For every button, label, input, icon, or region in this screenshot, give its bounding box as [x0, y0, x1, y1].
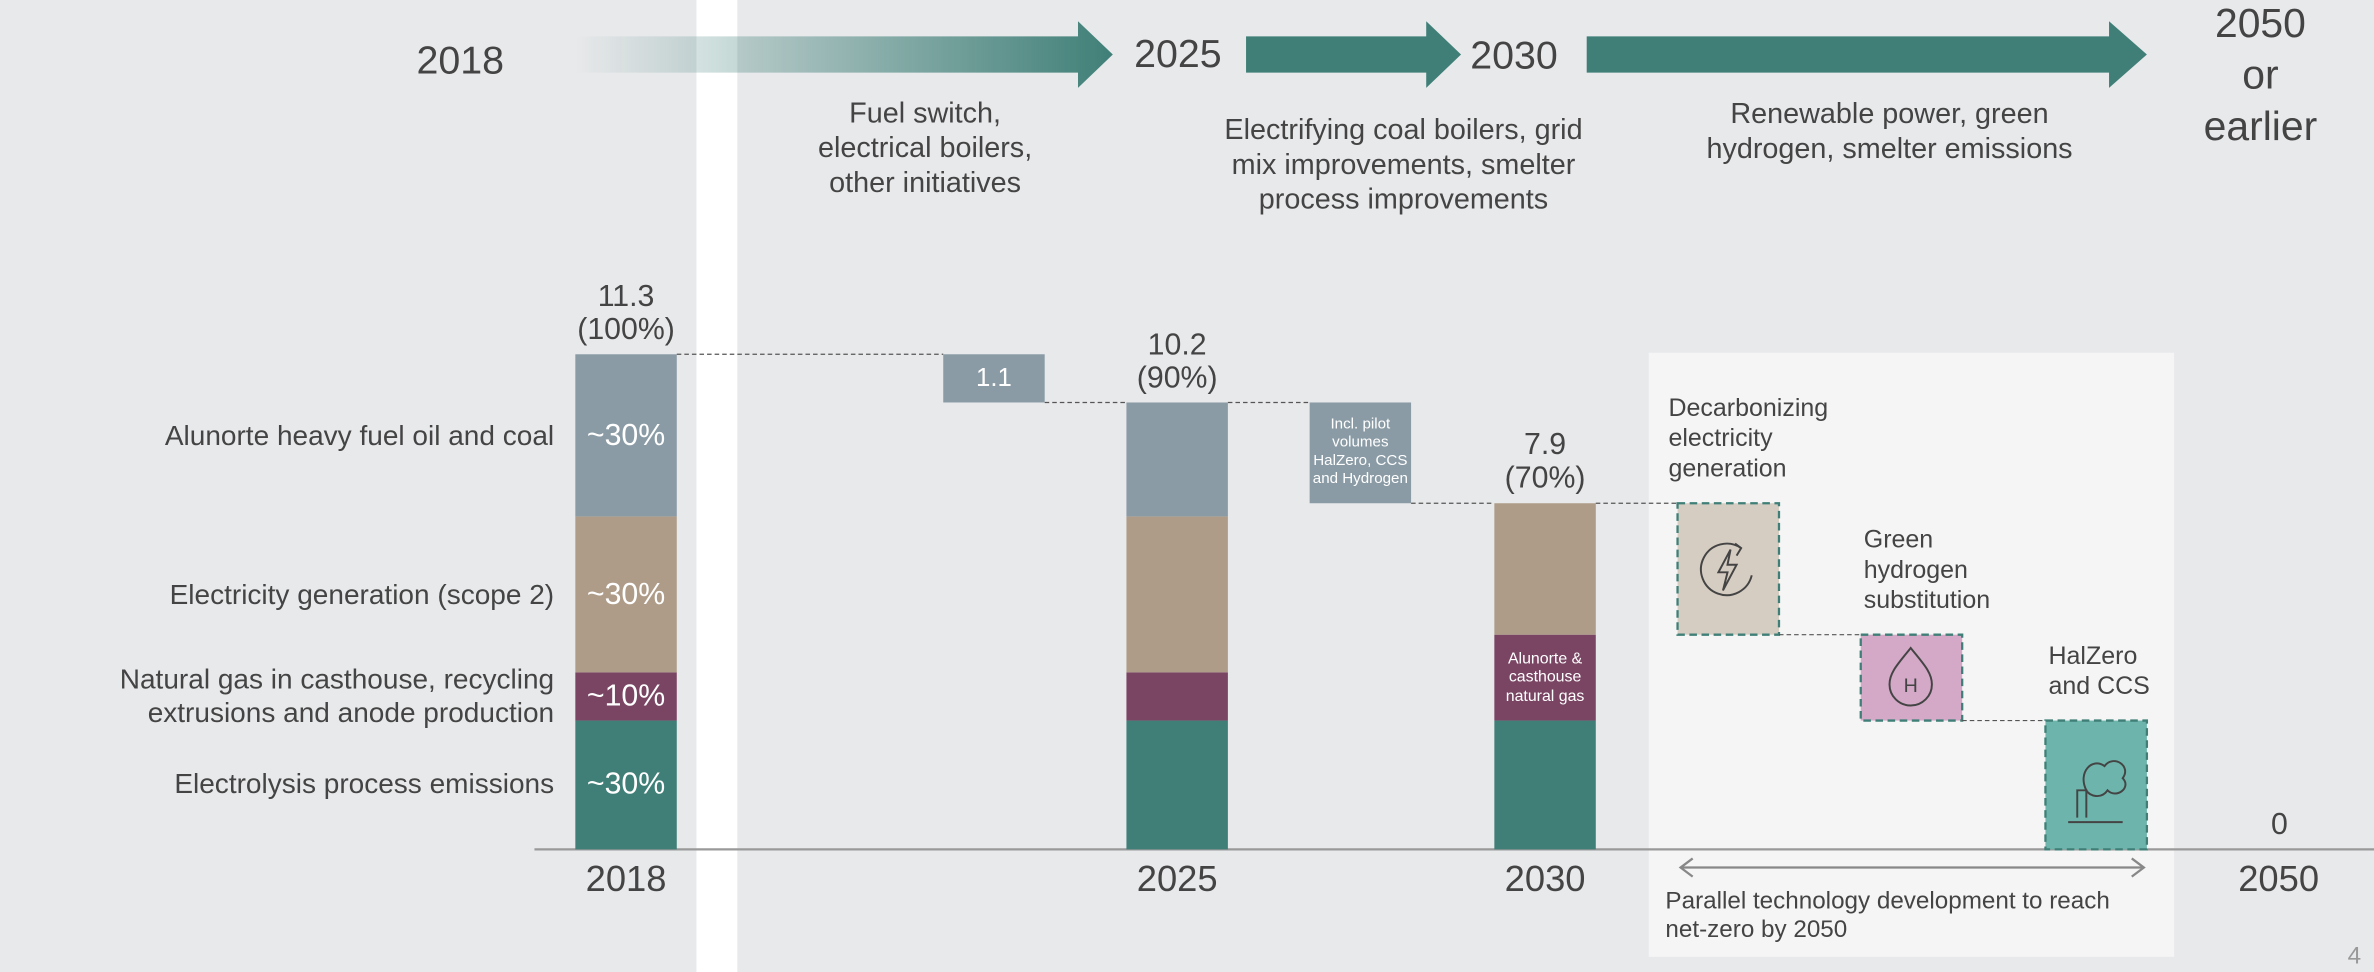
step-label: 1.1 [976, 362, 1012, 392]
bar-segment [1494, 503, 1596, 635]
legend-label: Natural gas in casthouse, recycling extr… [119, 662, 555, 729]
segment-label: ~30% [586, 768, 666, 802]
x-tick-label: 2018 [585, 859, 667, 901]
phase-text: Renewable power, green hydrogen, smelter… [1706, 98, 2073, 166]
bar-segment [575, 354, 677, 517]
phase-text: Fuel switch, electrical boilers, other i… [817, 98, 1033, 199]
bar-segment [1126, 516, 1228, 673]
bar-segment [1494, 634, 1596, 721]
segment-label: ~30% [586, 577, 666, 612]
step-label: Incl. pilot volumes HalZero, CCS and Hyd… [1312, 416, 1408, 488]
milestone: 2030 [1470, 32, 1558, 78]
timeline-arrow [1586, 21, 2147, 88]
divider-strip [696, 0, 738, 972]
reduction-bar [1676, 502, 1781, 636]
x-tick-label: 2050 [2238, 859, 2320, 901]
milestone: 2025 [1134, 30, 1222, 77]
total-share: (70%) [1504, 462, 1586, 496]
timeline-arrow [1246, 21, 1462, 88]
page-number: 4 [2347, 943, 2362, 970]
bar-segment [575, 516, 677, 673]
step-bar [1309, 402, 1412, 504]
legend-label: Electrolysis process emissions [174, 768, 555, 800]
milestone: 2050 or earlier [2203, 0, 2318, 149]
total-share: (100%) [577, 313, 675, 347]
bar-segment [1494, 720, 1596, 850]
range-arrow [1678, 857, 2146, 878]
total-label: 7.9 [1524, 429, 1567, 463]
reduction-label: HalZero and CCS [2048, 642, 2150, 700]
bar-segment [1126, 402, 1228, 517]
phase-text: Electrifying coal boilers, grid mix impr… [1224, 114, 1583, 216]
total-share: (90%) [1136, 361, 1218, 395]
reduction-label: Decarbonizing electricity generation [1668, 395, 1829, 483]
segment-label: Alunorte & casthouse natural gas [1505, 649, 1585, 706]
segment-label: ~30% [586, 418, 666, 452]
reduction-bar [1859, 633, 1964, 722]
legend-label: Electricity generation (scope 2) [169, 577, 555, 610]
reduction-bar [2044, 719, 2149, 851]
bar-segment [1126, 720, 1228, 850]
x-tick-label: 2030 [1504, 859, 1586, 901]
bar-segment [1126, 672, 1228, 721]
step-bar [943, 354, 1045, 403]
legend-label: Alunorte heavy fuel oil and coal [164, 418, 555, 451]
bar-segment [575, 672, 677, 721]
bar-segment [575, 720, 677, 850]
x-tick-label: 2025 [1136, 859, 1218, 901]
total-label: 10.2 [1147, 328, 1207, 362]
milestone: 2018 [416, 36, 505, 83]
segment-label: ~10% [586, 679, 666, 714]
timeline-arrow [575, 21, 1113, 88]
note: Parallel technology development to reach… [1665, 888, 2110, 944]
total-label: 11.3 [597, 280, 655, 314]
reduction-label: Green hydrogen substitution [1863, 526, 1991, 614]
total-label: 0 [2270, 808, 2288, 842]
